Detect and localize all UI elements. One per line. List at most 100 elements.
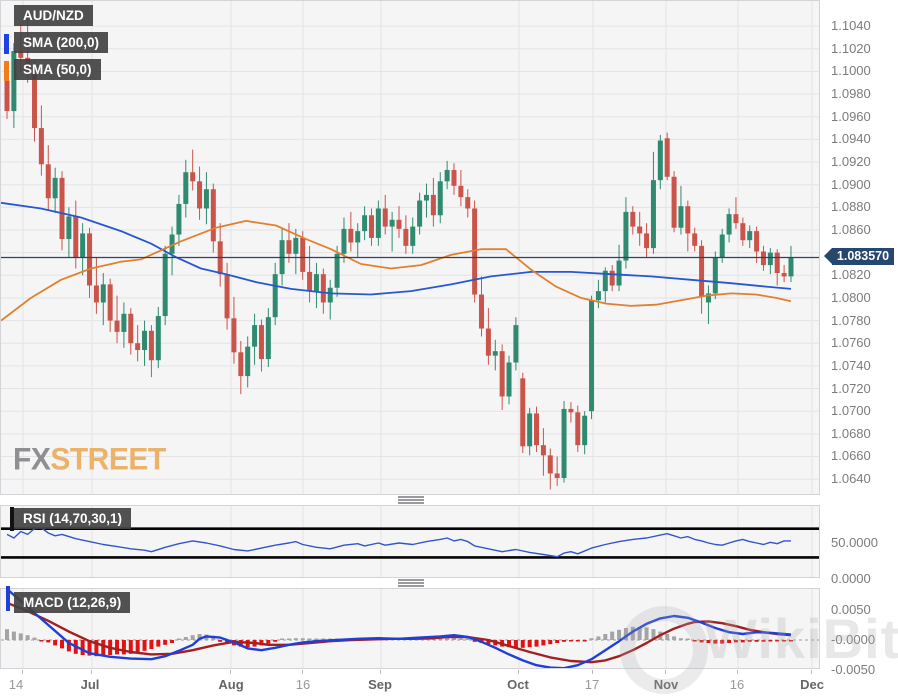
candle[interactable] xyxy=(403,215,409,254)
candle[interactable] xyxy=(657,134,663,190)
candle[interactable] xyxy=(568,402,574,423)
candle[interactable] xyxy=(217,223,223,287)
candle[interactable] xyxy=(430,177,436,227)
candle[interactable] xyxy=(781,265,787,283)
candle[interactable] xyxy=(774,249,780,286)
candle[interactable] xyxy=(423,183,429,218)
candle[interactable] xyxy=(93,257,99,314)
candle[interactable] xyxy=(238,340,244,395)
candle[interactable] xyxy=(554,456,560,486)
candle[interactable] xyxy=(630,206,636,235)
candle[interactable] xyxy=(389,211,395,252)
candle[interactable] xyxy=(534,406,540,452)
candle[interactable] xyxy=(135,325,141,362)
candle[interactable] xyxy=(128,308,134,355)
candle[interactable] xyxy=(437,172,443,224)
candle[interactable] xyxy=(224,262,230,330)
candle[interactable] xyxy=(73,200,79,269)
candle[interactable] xyxy=(712,251,718,300)
candle[interactable] xyxy=(210,183,216,253)
candle[interactable] xyxy=(169,226,175,276)
candle[interactable] xyxy=(671,171,677,233)
candle[interactable] xyxy=(678,185,684,235)
candle[interactable] xyxy=(293,228,299,275)
candle[interactable] xyxy=(114,295,120,344)
candle[interactable] xyxy=(59,171,65,251)
candle[interactable] xyxy=(38,105,44,176)
candle[interactable] xyxy=(485,308,491,365)
candle[interactable] xyxy=(307,245,313,303)
candle[interactable] xyxy=(87,227,93,298)
panel-resize-handle-macd[interactable] xyxy=(398,579,424,581)
candle[interactable] xyxy=(286,223,292,263)
candle[interactable] xyxy=(726,208,732,243)
candle[interactable] xyxy=(300,231,306,280)
candle[interactable] xyxy=(685,200,691,252)
candle[interactable] xyxy=(121,302,127,348)
candle[interactable] xyxy=(231,296,237,364)
candle[interactable] xyxy=(183,159,189,218)
candle[interactable] xyxy=(313,262,319,309)
candle[interactable] xyxy=(396,206,402,238)
candle[interactable] xyxy=(203,172,209,225)
candle[interactable] xyxy=(527,407,533,456)
candle[interactable] xyxy=(733,197,739,229)
candle[interactable] xyxy=(664,132,670,181)
candle[interactable] xyxy=(190,149,196,191)
candle[interactable] xyxy=(348,211,354,252)
candle[interactable] xyxy=(589,295,595,420)
candle[interactable] xyxy=(355,223,361,258)
candle[interactable] xyxy=(458,169,464,207)
candle[interactable] xyxy=(176,194,182,246)
candle[interactable] xyxy=(623,197,629,269)
candle[interactable] xyxy=(492,339,498,371)
rsi-panel[interactable] xyxy=(0,505,820,578)
candle[interactable] xyxy=(561,400,567,483)
candle[interactable] xyxy=(252,313,258,365)
candle[interactable] xyxy=(362,206,368,241)
candle[interactable] xyxy=(472,200,478,303)
candle[interactable] xyxy=(382,194,388,235)
candle[interactable] xyxy=(705,285,711,324)
candle[interactable] xyxy=(80,223,86,276)
candle[interactable] xyxy=(142,320,148,366)
candle[interactable] xyxy=(644,223,650,258)
candle[interactable] xyxy=(520,372,526,454)
candle[interactable] xyxy=(334,245,340,297)
candle[interactable] xyxy=(465,189,471,218)
candle[interactable] xyxy=(197,166,203,220)
candle[interactable] xyxy=(513,317,519,371)
candle[interactable] xyxy=(148,325,154,378)
candle[interactable] xyxy=(100,273,106,326)
macd-panel[interactable] xyxy=(0,588,820,669)
candle[interactable] xyxy=(107,278,113,332)
candle[interactable] xyxy=(45,145,51,210)
candle[interactable] xyxy=(740,217,746,246)
panel-resize-handle-rsi[interactable] xyxy=(398,496,424,498)
candle[interactable] xyxy=(479,276,485,337)
candle[interactable] xyxy=(11,43,17,129)
candle[interactable] xyxy=(760,245,766,271)
main-price-panel[interactable] xyxy=(0,0,820,495)
candle[interactable] xyxy=(699,240,705,314)
candlestick-canvas[interactable] xyxy=(1,1,819,494)
candle[interactable] xyxy=(547,448,553,490)
candle[interactable] xyxy=(540,428,546,476)
candle[interactable] xyxy=(417,192,423,235)
candle[interactable] xyxy=(245,336,251,388)
macd-canvas[interactable] xyxy=(1,589,819,668)
candle[interactable] xyxy=(162,245,168,326)
candle[interactable] xyxy=(788,245,794,283)
candle[interactable] xyxy=(265,308,271,368)
candle[interactable] xyxy=(258,319,264,372)
candle[interactable] xyxy=(595,279,601,309)
candle[interactable] xyxy=(616,244,622,292)
candle[interactable] xyxy=(499,344,505,411)
candle[interactable] xyxy=(767,248,773,275)
candle[interactable] xyxy=(272,262,278,326)
candle[interactable] xyxy=(327,279,333,320)
candle[interactable] xyxy=(609,265,615,292)
candle[interactable] xyxy=(754,226,760,263)
candle[interactable] xyxy=(368,208,374,246)
candle[interactable] xyxy=(575,405,581,452)
